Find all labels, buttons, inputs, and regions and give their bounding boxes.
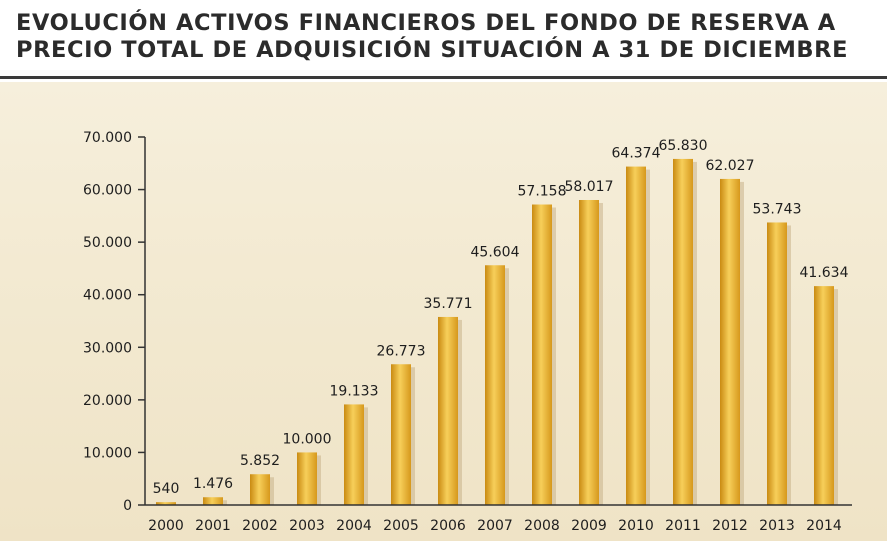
y-tick-label: 30.000 xyxy=(83,340,132,356)
y-tick-label: 0 xyxy=(123,498,132,514)
bar-2013 xyxy=(767,222,787,505)
data-label: 62.027 xyxy=(706,158,755,174)
data-label: 10.000 xyxy=(283,431,332,447)
bar-2001 xyxy=(203,497,223,505)
bar-2011 xyxy=(673,158,693,505)
y-tick-label: 70.000 xyxy=(83,130,132,146)
x-tick-label: 2000 xyxy=(148,518,184,534)
x-tick-label: 2002 xyxy=(242,518,278,534)
data-label: 65.830 xyxy=(659,138,708,154)
bar-2007 xyxy=(485,265,505,505)
chart-title: EVOLUCIÓN ACTIVOS FINANCIEROS DEL FONDO … xyxy=(16,10,876,64)
y-tick-label: 40.000 xyxy=(83,288,132,304)
bar-2000 xyxy=(156,502,176,505)
bar-2003 xyxy=(297,452,317,505)
bar-2002 xyxy=(250,474,270,505)
data-label: 58.017 xyxy=(565,179,614,195)
x-tick-label: 2010 xyxy=(618,518,654,534)
y-tick-label: 50.000 xyxy=(83,235,132,251)
bar-2012 xyxy=(720,178,740,505)
bar-2010 xyxy=(626,166,646,505)
bar-2008 xyxy=(532,204,552,506)
x-tick-label: 2005 xyxy=(383,518,419,534)
x-tick-label: 2007 xyxy=(477,518,513,534)
x-tick-label: 2004 xyxy=(336,518,372,534)
bar-2009 xyxy=(579,199,599,505)
x-tick-label: 2001 xyxy=(195,518,231,534)
x-tick-label: 2008 xyxy=(524,518,560,534)
x-tick-label: 2006 xyxy=(430,518,466,534)
y-tick-label: 60.000 xyxy=(83,183,132,199)
data-label: 64.374 xyxy=(612,146,661,162)
x-tick-label: 2012 xyxy=(712,518,748,534)
x-tick-label: 2013 xyxy=(759,518,795,534)
bar-2005 xyxy=(391,364,411,505)
x-tick-label: 2011 xyxy=(665,518,701,534)
bar-2006 xyxy=(438,316,458,505)
x-tick-label: 2003 xyxy=(289,518,325,534)
title-underline xyxy=(0,76,887,79)
data-label: 35.771 xyxy=(424,296,473,312)
y-tick-label: 10.000 xyxy=(83,445,132,461)
data-label: 41.634 xyxy=(800,265,849,281)
bar-2014 xyxy=(814,286,834,505)
bar-2004 xyxy=(344,404,364,505)
data-label: 26.773 xyxy=(377,343,426,359)
y-tick-label: 20.000 xyxy=(83,393,132,409)
data-label: 5.852 xyxy=(240,453,280,469)
data-label: 1.476 xyxy=(193,476,233,492)
data-label: 57.158 xyxy=(518,184,567,200)
x-tick-label: 2009 xyxy=(571,518,607,534)
x-tick-label: 2014 xyxy=(806,518,842,534)
data-label: 540 xyxy=(153,481,180,497)
data-label: 45.604 xyxy=(471,244,520,260)
data-label: 53.743 xyxy=(753,201,802,217)
chart-title-line-2: PRECIO TOTAL DE ADQUISICIÓN SITUACIÓN A … xyxy=(16,37,849,63)
data-label: 19.133 xyxy=(330,383,379,399)
chart-title-line-1: EVOLUCIÓN ACTIVOS FINANCIEROS DEL FONDO … xyxy=(16,10,836,36)
